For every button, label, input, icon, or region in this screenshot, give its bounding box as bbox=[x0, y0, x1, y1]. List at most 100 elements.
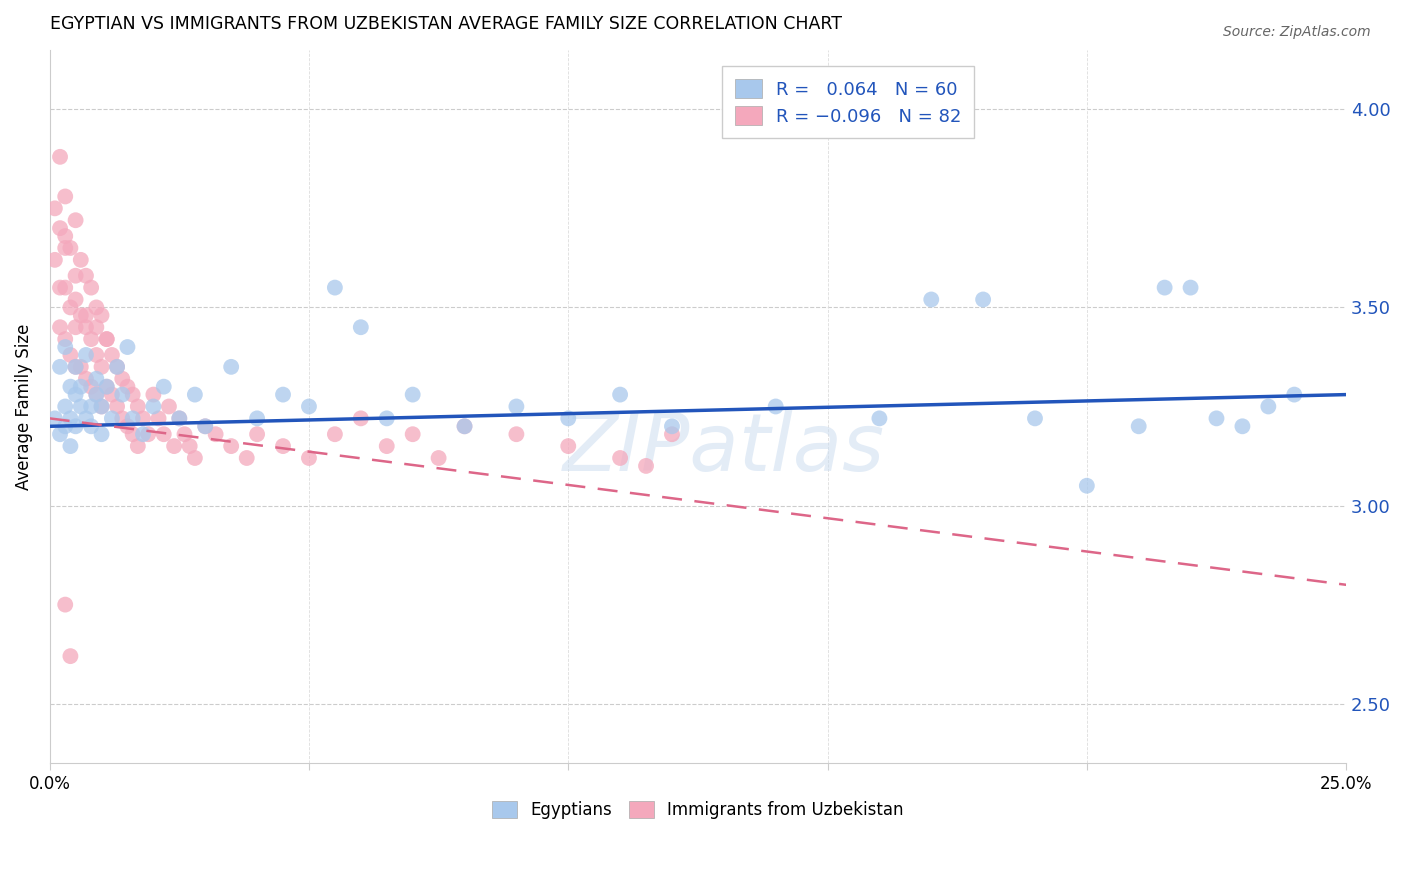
Point bbox=[219, 359, 242, 374]
Point bbox=[117, 419, 139, 434]
Point bbox=[142, 400, 165, 414]
Point bbox=[1284, 387, 1306, 401]
Point bbox=[44, 252, 66, 267]
Point bbox=[169, 411, 191, 425]
Point bbox=[157, 400, 180, 414]
Point bbox=[65, 293, 87, 307]
Point bbox=[972, 293, 994, 307]
Point bbox=[184, 387, 207, 401]
Point bbox=[75, 309, 97, 323]
Point bbox=[117, 340, 139, 354]
Point bbox=[59, 379, 82, 393]
Point bbox=[661, 427, 683, 442]
Point bbox=[49, 427, 72, 442]
Text: EGYPTIAN VS IMMIGRANTS FROM UZBEKISTAN AVERAGE FAMILY SIZE CORRELATION CHART: EGYPTIAN VS IMMIGRANTS FROM UZBEKISTAN A… bbox=[49, 15, 842, 33]
Point bbox=[86, 301, 108, 315]
Point bbox=[69, 379, 91, 393]
Point bbox=[65, 419, 87, 434]
Point bbox=[152, 379, 174, 393]
Point bbox=[80, 400, 103, 414]
Point bbox=[65, 387, 87, 401]
Point bbox=[96, 332, 118, 346]
Point bbox=[69, 309, 91, 323]
Point bbox=[219, 439, 242, 453]
Point bbox=[1128, 419, 1150, 434]
Point bbox=[53, 332, 76, 346]
Text: Source: ZipAtlas.com: Source: ZipAtlas.com bbox=[1223, 25, 1371, 39]
Point bbox=[86, 320, 108, 334]
Point bbox=[246, 411, 269, 425]
Text: ZIPatlas: ZIPatlas bbox=[562, 410, 884, 488]
Point bbox=[65, 268, 87, 283]
Legend: Egyptians, Immigrants from Uzbekistan: Egyptians, Immigrants from Uzbekistan bbox=[485, 795, 910, 826]
Point bbox=[505, 427, 527, 442]
Point bbox=[350, 320, 373, 334]
Point bbox=[96, 379, 118, 393]
Point bbox=[1076, 479, 1098, 493]
Point bbox=[53, 189, 76, 203]
Point bbox=[427, 450, 450, 465]
Point bbox=[90, 400, 112, 414]
Point bbox=[90, 309, 112, 323]
Point bbox=[111, 387, 134, 401]
Point bbox=[127, 400, 149, 414]
Point bbox=[184, 450, 207, 465]
Point bbox=[105, 400, 128, 414]
Point bbox=[80, 379, 103, 393]
Point bbox=[350, 411, 373, 425]
Point bbox=[96, 332, 118, 346]
Point bbox=[1257, 400, 1279, 414]
Point bbox=[65, 213, 87, 227]
Point bbox=[765, 400, 787, 414]
Point bbox=[661, 419, 683, 434]
Point bbox=[105, 359, 128, 374]
Point bbox=[86, 348, 108, 362]
Point bbox=[80, 419, 103, 434]
Point bbox=[169, 411, 191, 425]
Point bbox=[49, 221, 72, 235]
Point bbox=[75, 268, 97, 283]
Point bbox=[609, 387, 631, 401]
Point bbox=[1153, 280, 1175, 294]
Point bbox=[1205, 411, 1227, 425]
Point bbox=[136, 427, 159, 442]
Point bbox=[53, 229, 76, 244]
Point bbox=[53, 419, 76, 434]
Point bbox=[868, 411, 890, 425]
Point bbox=[121, 427, 143, 442]
Point bbox=[609, 450, 631, 465]
Point bbox=[323, 427, 346, 442]
Point bbox=[323, 280, 346, 294]
Point bbox=[59, 649, 82, 664]
Point bbox=[59, 301, 82, 315]
Point bbox=[44, 411, 66, 425]
Point bbox=[101, 387, 124, 401]
Point bbox=[65, 320, 87, 334]
Point bbox=[453, 419, 475, 434]
Point bbox=[49, 359, 72, 374]
Point bbox=[86, 387, 108, 401]
Point bbox=[59, 411, 82, 425]
Point bbox=[53, 400, 76, 414]
Point bbox=[246, 427, 269, 442]
Point bbox=[75, 348, 97, 362]
Point bbox=[148, 411, 170, 425]
Point bbox=[86, 387, 108, 401]
Point bbox=[111, 372, 134, 386]
Point bbox=[96, 379, 118, 393]
Point bbox=[101, 411, 124, 425]
Point bbox=[90, 359, 112, 374]
Point bbox=[194, 419, 217, 434]
Point bbox=[1232, 419, 1254, 434]
Point bbox=[194, 419, 217, 434]
Point bbox=[920, 293, 942, 307]
Point bbox=[375, 439, 398, 453]
Point bbox=[505, 400, 527, 414]
Point bbox=[90, 400, 112, 414]
Point bbox=[1180, 280, 1202, 294]
Point bbox=[90, 427, 112, 442]
Point bbox=[117, 379, 139, 393]
Point bbox=[235, 450, 257, 465]
Point bbox=[634, 458, 657, 473]
Point bbox=[69, 359, 91, 374]
